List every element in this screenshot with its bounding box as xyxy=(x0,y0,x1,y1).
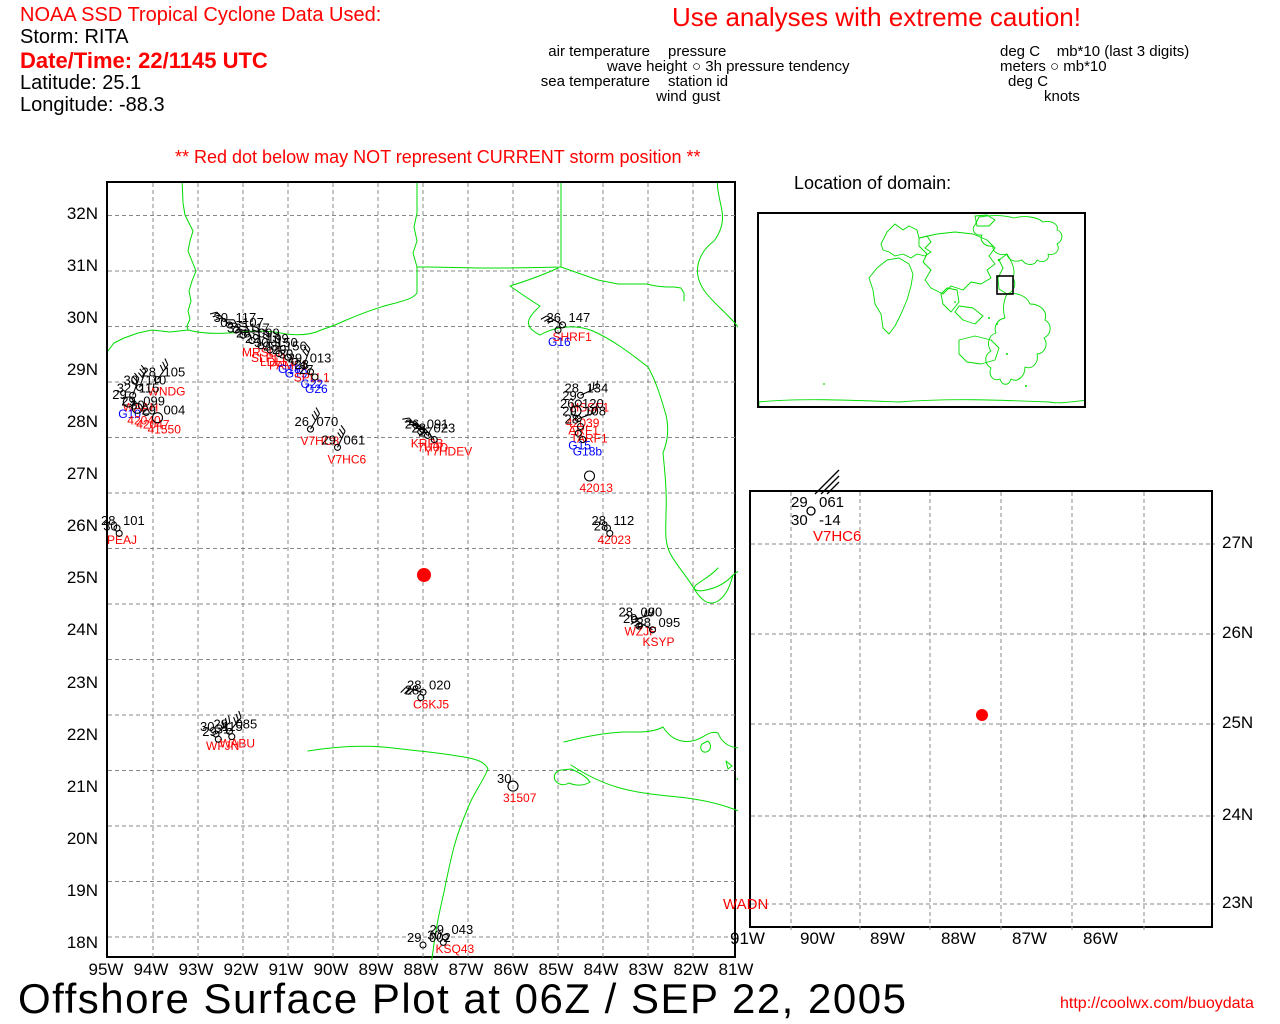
svg-text:30: 30 xyxy=(791,512,808,529)
svg-text:29: 29 xyxy=(791,494,808,511)
svg-text:061: 061 xyxy=(819,494,844,511)
svg-text:-14: -14 xyxy=(819,512,841,529)
svg-text:V7HC6: V7HC6 xyxy=(813,528,861,545)
